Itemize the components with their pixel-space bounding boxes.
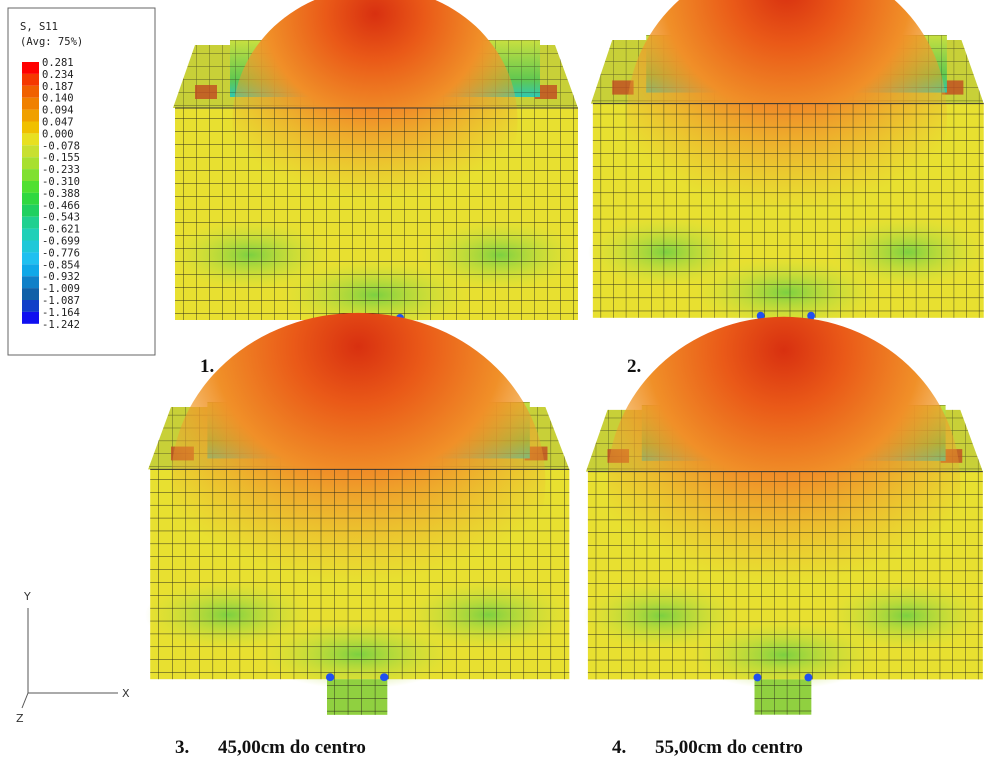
- legend-swatch: [22, 276, 39, 288]
- legend-value: -0.776: [42, 247, 80, 259]
- legend-swatch: [22, 86, 39, 98]
- fea-panel: [170, 0, 580, 356]
- legend-value: 0.234: [42, 69, 74, 81]
- legend-value: -0.310: [42, 176, 80, 188]
- legend-swatch: [22, 193, 39, 205]
- legend-swatch: [22, 264, 39, 276]
- axis-y: Y: [23, 590, 31, 603]
- legend-swatch: [22, 288, 39, 300]
- panel-number: 4.: [612, 737, 626, 758]
- stress-peak: [380, 673, 388, 681]
- axis-z: Z: [16, 712, 24, 725]
- legend-swatch: [22, 241, 39, 253]
- legend-swatch: [22, 300, 39, 312]
- legend-value: -0.932: [42, 271, 80, 283]
- support-grid: [327, 679, 387, 715]
- front-face-grid: [150, 469, 569, 679]
- legend-swatch: [22, 98, 39, 110]
- legend-value: -1.242: [42, 319, 80, 331]
- legend-value: -0.699: [42, 236, 80, 248]
- legend-value: -0.466: [42, 200, 80, 212]
- panel-caption: 45,00cm do centro: [218, 737, 366, 758]
- legend-value: 0.000: [42, 128, 74, 140]
- legend-value: -1.009: [42, 283, 80, 295]
- fea-panel: [588, 0, 985, 354]
- legend-swatch: [22, 252, 39, 264]
- legend-value: -0.388: [42, 188, 80, 200]
- legend-swatch: [22, 74, 39, 86]
- legend-swatch: [22, 62, 39, 74]
- legend-swatch: [22, 169, 39, 181]
- legend-value: -1.164: [42, 307, 80, 319]
- legend-value: 0.094: [42, 105, 74, 117]
- legend-swatch: [22, 312, 39, 324]
- panels: 1.15,00cm do centro2.30,00cm do centro3.…: [145, 0, 985, 758]
- legend-title: S, S11: [20, 21, 58, 33]
- legend-swatch: [22, 217, 39, 229]
- stress-peak: [804, 674, 812, 682]
- legend-value: -0.233: [42, 164, 80, 176]
- stress-peak: [754, 674, 762, 682]
- legend-subtitle: (Avg: 75%): [20, 36, 83, 48]
- panel-number: 3.: [175, 737, 189, 758]
- stress-peak: [326, 673, 334, 681]
- legend-value: 0.187: [42, 81, 74, 93]
- corner-hot: [195, 85, 217, 99]
- legend-value: 0.281: [42, 57, 74, 69]
- legend-value: -0.078: [42, 140, 80, 152]
- legend-value: 0.140: [42, 93, 74, 105]
- legend-value: -0.155: [42, 152, 80, 164]
- front-face-grid: [175, 108, 578, 320]
- front-face-grid: [593, 104, 984, 318]
- triad: Y X Z: [16, 590, 130, 725]
- legend-value: -0.543: [42, 212, 80, 224]
- legend-swatch: [22, 229, 39, 241]
- panel-number: 2.: [627, 356, 641, 377]
- fea-panel: [583, 317, 985, 715]
- support-grid: [755, 679, 812, 714]
- front-face-grid: [588, 472, 983, 680]
- panel-number: 1.: [200, 356, 214, 377]
- axis-x: X: [122, 687, 130, 700]
- legend-swatch: [22, 122, 39, 134]
- legend-swatch: [22, 157, 39, 169]
- legend-swatch: [22, 133, 39, 145]
- figure: S, S11 (Avg: 75%) 0.2810.2340.1870.1400.…: [0, 0, 985, 767]
- legend-bar: 0.2810.2340.1870.1400.0940.0470.000-0.07…: [22, 57, 80, 331]
- legend-value: 0.047: [42, 117, 74, 129]
- legend-swatch: [22, 181, 39, 193]
- legend-swatch: [22, 110, 39, 122]
- panel-caption: 55,00cm do centro: [655, 737, 803, 758]
- legend-value: -0.854: [42, 259, 80, 271]
- legend-swatch: [22, 205, 39, 217]
- legend-value: -1.087: [42, 295, 80, 307]
- legend-value: -0.621: [42, 224, 80, 236]
- legend-swatch: [22, 145, 39, 157]
